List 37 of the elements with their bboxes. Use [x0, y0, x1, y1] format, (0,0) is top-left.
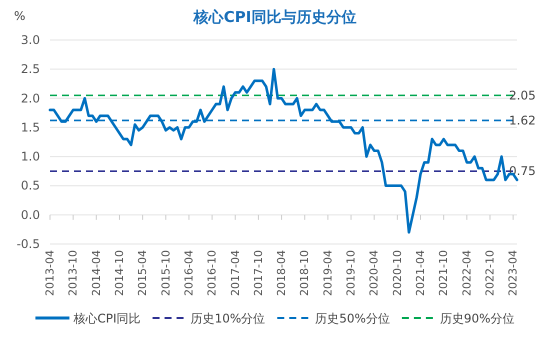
x-tick-label: 2017-10 [252, 250, 265, 296]
y-tick-label: -0.5 [16, 237, 40, 251]
x-tick-label: 2021-10 [437, 250, 450, 296]
x-tick-label: 2013-10 [66, 250, 80, 296]
annotation: 2.05 [509, 88, 536, 102]
chart-title: 核心CPI同比与历史分位 [192, 8, 356, 26]
y-tick-label: 1.0 [20, 150, 40, 164]
x-tick-label: 2018-04 [275, 250, 288, 296]
y-tick-label: 2.5 [20, 62, 40, 76]
legend-label: 核心CPI同比 [72, 312, 141, 326]
x-tick-label: 2013-04 [44, 250, 56, 296]
x-tick-label: 2022-04 [460, 250, 474, 296]
x-tick-label: 2014-10 [112, 250, 126, 296]
x-tick-label: 2018-10 [298, 250, 312, 296]
x-tick-label: 2022-10 [483, 250, 496, 296]
x-tick-label: 2017-04 [228, 250, 242, 296]
x-tick-label: 2021-04 [414, 250, 428, 296]
y-axis-title: % [14, 9, 26, 23]
x-tick-label: 2019-04 [321, 250, 334, 296]
x-tick-label: 2023-04 [506, 250, 520, 296]
legend-label: 历史10%分位 [190, 312, 266, 326]
legend-label: 历史50%分位 [315, 312, 390, 326]
x-tick-label: 2015-04 [136, 250, 150, 296]
y-tick-label: 2.0 [20, 91, 40, 106]
x-tick-label: 2020-04 [368, 250, 381, 296]
y-tick-label: 0.5 [20, 178, 40, 193]
x-tick-label: 2020-10 [390, 250, 404, 296]
x-tick-label: 2016-04 [182, 250, 196, 296]
y-tick-label: 3.0 [20, 33, 40, 47]
legend-label: 历史90%分位 [440, 312, 515, 326]
y-tick-label: 1.5 [20, 120, 40, 134]
x-tick-label: 2019-10 [344, 250, 358, 296]
annotation: 1.62 [509, 113, 536, 128]
x-tick-label: 2014-04 [90, 250, 103, 296]
x-tick-label: 2015-10 [159, 250, 172, 296]
x-tick-label: 2016-10 [206, 250, 219, 296]
y-tick-label: 0.0 [20, 208, 40, 222]
